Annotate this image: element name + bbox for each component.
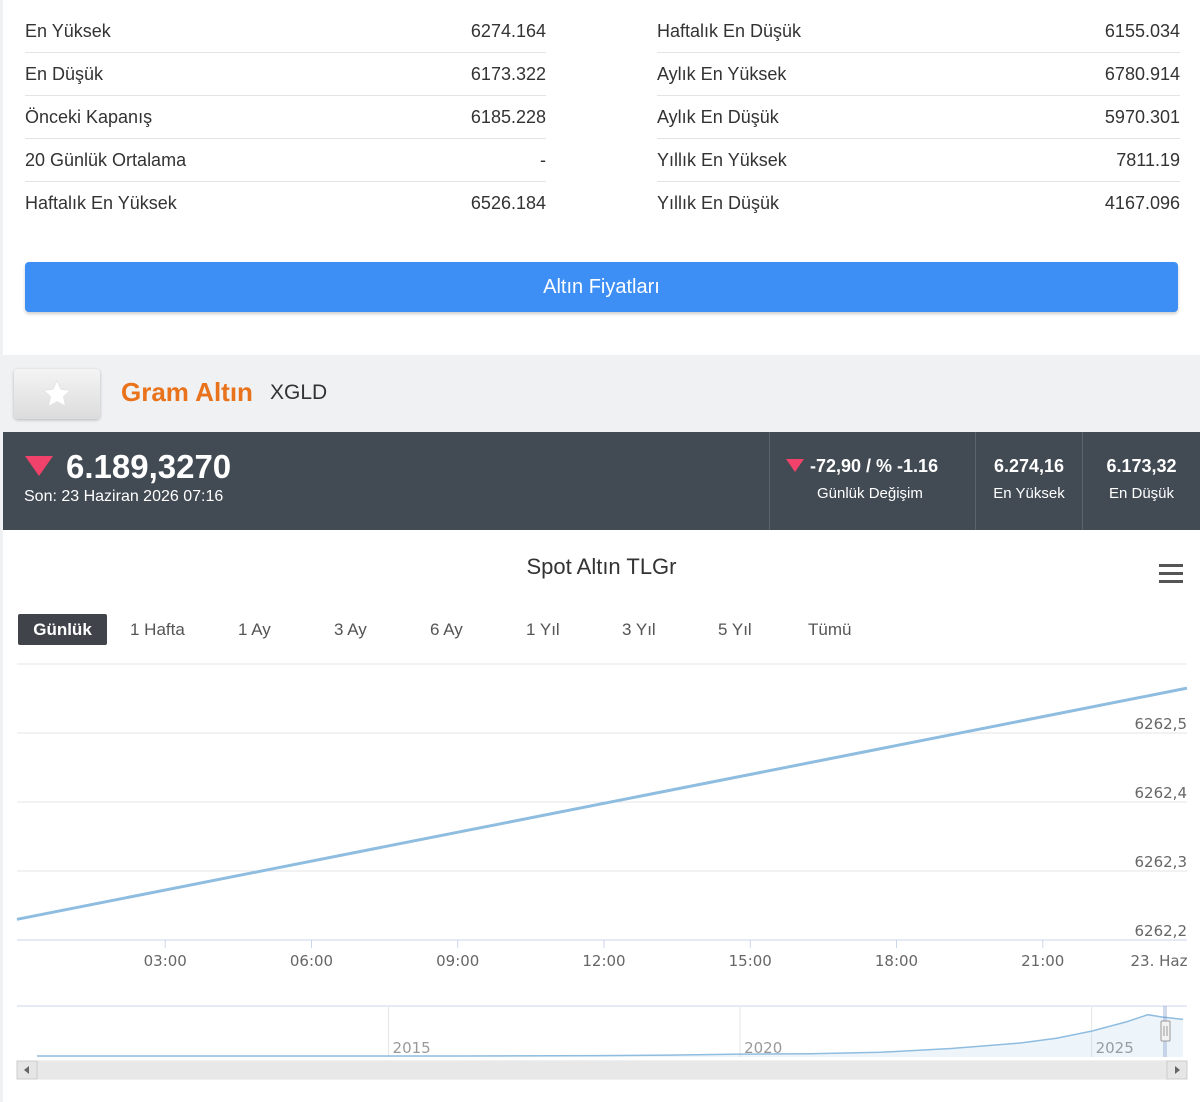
range-tab[interactable]: 1 Hafta (130, 620, 185, 639)
range-tab[interactable]: 3 Yıl (622, 620, 656, 639)
daily-change-label: Günlük Değişim (817, 485, 923, 502)
stat-label: Haftalık En Düşük (657, 20, 802, 41)
navigator-tick-label: 2015 (393, 1039, 431, 1057)
chart-menu-icon[interactable] (1159, 564, 1183, 584)
symbol-code: XGLD (270, 381, 328, 404)
x-tick-label: 06:00 (290, 952, 333, 970)
navigator-chart[interactable]: 2015 2020 2025 (3, 1005, 1200, 1085)
stat-label: En Yüksek (25, 20, 111, 41)
stat-value: 7811.19 (1116, 149, 1180, 170)
chart-title: Spot Altın TLGr (526, 554, 677, 579)
stat-value: 6155.034 (1104, 20, 1180, 41)
stat-value: 6526.184 (470, 193, 546, 213)
day-low-value: 6.173,32 (1106, 456, 1177, 476)
day-high-value: 6.274,16 (993, 456, 1065, 476)
range-tab[interactable]: 3 Ay (334, 620, 367, 639)
price-bar: 6.189,3270 Son: 23 Haziran 2026 07:16 -7… (3, 432, 1200, 530)
x-tick-label: 15:00 (729, 952, 772, 970)
y-tick-label: 6262,3 (1135, 853, 1188, 871)
stat-value: 6185.228 (470, 106, 546, 127)
range-tab[interactable]: Günlük (18, 614, 107, 645)
symbol-bar: Gram Altın XGLD (0, 355, 1200, 432)
navigator-line (37, 1013, 1184, 1057)
gold-prices-button[interactable]: Altın Fiyatları (25, 262, 1178, 312)
stat-label: Aylık En Düşük (657, 106, 779, 127)
stat-row: Haftalık En Yüksek 6526.184 (25, 182, 546, 225)
stat-row: Aylık En Düşük 5970.301 (657, 96, 1180, 139)
y-tick-label: 6262,5 (1135, 715, 1188, 733)
range-tab[interactable]: 1 Yıl (526, 620, 560, 639)
navigator-area (37, 1014, 1183, 1057)
y-tick-label: 6262,2 (1135, 922, 1188, 940)
stat-row: En Düşük 6173.322 (25, 53, 546, 96)
stat-row: Haftalık En Düşük 6155.034 (657, 10, 1180, 53)
range-tab[interactable]: Tümü (808, 620, 852, 639)
last-update-time: Son: 23 Haziran 2026 07:16 (24, 488, 224, 505)
stat-label: Yıllık En Düşük (657, 193, 780, 213)
stat-row: Aylık En Yüksek 6780.914 (657, 53, 1180, 96)
stats-card: En Yüksek 6274.164 En Düşük 6173.322 Önceki … (3, 0, 1200, 355)
last-price: 6.189,3270 (66, 448, 232, 485)
stat-label: Haftalık En Yüksek (25, 193, 177, 213)
chevron-right-icon (1175, 1066, 1180, 1074)
x-tick-label: 21:00 (1021, 952, 1064, 970)
chevron-left-icon (24, 1066, 29, 1074)
stat-label: 20 Günlük Ortalama (25, 149, 187, 170)
stat-value: - (540, 149, 546, 170)
stat-row: Önceki Kapanış 6185.228 (25, 96, 546, 139)
range-tab[interactable]: 1 Ay (238, 620, 271, 639)
stat-value: 5970.301 (1104, 106, 1180, 127)
x-tick-label: 09:00 (436, 952, 479, 970)
stats-left-column: En Yüksek 6274.164 En Düşük 6173.322 Önceki … (25, 10, 546, 225)
x-tick-label: 23. Haz (1131, 952, 1188, 970)
day-low-cell: 6.173,32 En Düşük (1082, 432, 1200, 530)
price-down-arrow-icon (25, 456, 53, 476)
range-tab[interactable]: 5 Yıl (718, 620, 752, 639)
scrollbar-thumb[interactable] (37, 1062, 1167, 1078)
stat-row: Yıllık En Yüksek 7811.19 (657, 139, 1180, 182)
y-tick-label: 6262,4 (1135, 784, 1188, 802)
navigator-tick-label: 2020 (744, 1039, 782, 1057)
favorite-button[interactable] (14, 369, 100, 419)
day-low-label: En Düşük (1108, 485, 1175, 502)
chart-card: Spot Altın TLGr Günlük 1 Hafta 1 Ay 3 Ay 6 A… (3, 530, 1200, 1102)
stat-label: En Düşük (25, 63, 104, 84)
stat-label: Yıllık En Yüksek (657, 149, 787, 170)
stat-label: Aylık En Yüksek (657, 63, 787, 84)
star-icon (42, 379, 72, 407)
stat-row: En Yüksek 6274.164 (25, 10, 546, 53)
stat-row: Yıllık En Düşük 4167.096 (657, 182, 1180, 225)
stat-value: 4167.096 (1104, 193, 1180, 213)
navigator-handle[interactable] (1160, 1020, 1171, 1042)
day-high-label: En Yüksek (993, 485, 1065, 502)
stat-value: 6173.322 (470, 63, 546, 84)
daily-change-cell: -72,90 / % -1.16 Günlük Değişim (769, 432, 975, 530)
price-line (16, 686, 1188, 921)
stats-right-column: Haftalık En Düşük 6155.034 Aylık En Yüksek… (657, 10, 1180, 225)
change-down-arrow-icon (786, 459, 804, 472)
x-tick-label: 12:00 (582, 952, 625, 970)
navigator-tick-label: 2025 (1096, 1039, 1134, 1057)
x-tick-label: 18:00 (875, 952, 918, 970)
range-tab[interactable]: 6 Ay (430, 620, 463, 639)
stat-value: 6780.914 (1104, 63, 1180, 84)
stat-row: 20 Günlük Ortalama - (25, 139, 546, 182)
main-line-chart: 6262,5 6262,4 6262,3 6262,2 03:00 06:00 09:00 1… (16, 663, 1188, 970)
stat-value: 6274.164 (470, 20, 546, 41)
symbol-name: Gram Altın (121, 377, 253, 407)
x-tick-label: 03:00 (144, 952, 187, 970)
daily-change-value: -72,90 / % -1.16 (810, 456, 939, 476)
day-high-cell: 6.274,16 En Yüksek (975, 432, 1082, 530)
stat-label: Önceki Kapanış (25, 106, 153, 127)
